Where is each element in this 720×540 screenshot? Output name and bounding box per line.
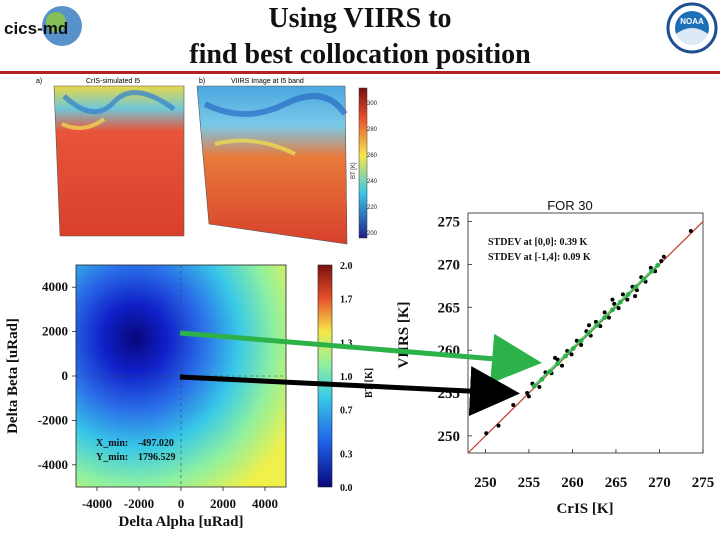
scatter-point-black <box>659 259 664 263</box>
heatmap-colorbar-tick: 1.7 <box>340 294 353 305</box>
top-colorbar <box>358 87 368 239</box>
scatter-xtick-label: 250 <box>474 475 497 491</box>
logo-left-text: cics-md <box>4 19 68 38</box>
heatmap-ytick-label: -4000 <box>38 457 68 472</box>
top-colorbar-tick: 260 <box>367 153 378 159</box>
slide-title-line2: find best collocation position <box>189 39 531 70</box>
heatmap-xlabel: Delta Alpha [uRad] <box>118 514 243 530</box>
scatter-ytick-label: 275 <box>438 215 461 231</box>
heatmap-ytick-label: 2000 <box>42 324 68 339</box>
scatter-point-black <box>526 394 531 399</box>
right-panel-title: VIIRS Image at I5 band <box>231 78 304 85</box>
scatter-point-black <box>625 297 630 302</box>
heatmap-colorbar-tick: 0.3 <box>340 450 353 461</box>
scatter-point-black <box>648 265 653 270</box>
viirs-image-panel: b) VIIRS Image at I5 band 300 280 260 24… <box>195 74 385 254</box>
top-colorbar-tick: 240 <box>367 179 378 185</box>
heatmap-xmin-label: X_min: <box>96 438 128 449</box>
scatter-ytick-label: 270 <box>438 257 461 273</box>
green-fit-band <box>533 264 659 388</box>
heatmap-colorbar-tick: 2.0 <box>340 261 353 272</box>
heatmap-xtick-label: -4000 <box>82 496 112 511</box>
scatter-point-black <box>569 352 574 357</box>
heatmap-colorbar-tick: 0.0 <box>340 483 353 494</box>
scatter-point-black <box>560 363 564 368</box>
top-colorbar-tick: 300 <box>367 101 378 107</box>
heatmap-xtick-label: 4000 <box>252 496 278 511</box>
heatmap-xmin-value: -497.020 <box>138 438 174 449</box>
scatter-ytick-label: 265 <box>438 300 461 316</box>
scatter-ytick-label: 250 <box>438 429 461 445</box>
scatter-annotation-2: STDEV at [-1,4]: 0.09 K <box>488 252 591 263</box>
heatmap-colorbar-tick: 1.0 <box>340 372 353 383</box>
top-colorbar-tick: 200 <box>367 231 378 237</box>
heatmap-xtick-label: 2000 <box>210 496 236 511</box>
scatter-point-black <box>661 254 666 259</box>
header-rule <box>0 71 720 74</box>
heatmap-xtick-label: -2000 <box>124 496 154 511</box>
heatmap-colorbar-label: BT [K] <box>364 368 375 398</box>
slide-title-line1: Using VIIRS to <box>268 3 452 34</box>
scatter-xtick-label: 255 <box>518 475 541 491</box>
top-colorbar-tick: 280 <box>367 127 378 133</box>
scatter-point-black <box>633 294 638 299</box>
heatmap-ytick-label: 0 <box>62 368 69 383</box>
heatmap-xtick-label: 0 <box>178 496 185 511</box>
heatmap-colorbar-tick: 0.7 <box>340 405 353 416</box>
scatter-xtick-label: 270 <box>648 475 671 491</box>
scatter-point-black <box>496 423 501 428</box>
heatmap-colorbar-tick: 1.3 <box>340 339 353 350</box>
scatter-point-black <box>610 297 615 302</box>
cics-md-logo: cics-md <box>2 2 84 52</box>
scatter-annotation-1: STDEV at [0,0]: 0.39 K <box>488 237 587 248</box>
viirs-cris-scatter-chart: FOR 30 STDEV at [0,0]: 0.39 K STDEV at [… <box>396 198 715 517</box>
scatter-point-black <box>586 323 591 328</box>
scatter-title: FOR 30 <box>547 198 593 213</box>
logo-right-text: NOAA <box>680 17 704 26</box>
scatter-point-black <box>553 355 558 360</box>
scatter-point-black <box>607 315 611 320</box>
top-colorbar-label: BT [K] <box>351 162 357 179</box>
scatter-xtick-label: 260 <box>561 475 584 491</box>
heatmap-ylabel: Delta Beta [uRad] <box>5 318 21 434</box>
scatter-xtick-label: 275 <box>692 475 715 491</box>
scatter-ytick-label: 260 <box>438 343 461 359</box>
scatter-xlabel: CrIS [K] <box>556 501 613 517</box>
scatter-point-black <box>525 391 530 395</box>
heatmap-ytick-label: -2000 <box>38 412 68 427</box>
noaa-logo: NOAA <box>666 2 718 54</box>
scatter-point-black <box>484 431 489 436</box>
heatmap-ymin-value: 1796.529 <box>138 452 176 463</box>
scatter-point-black <box>634 288 639 293</box>
right-panel-letter: b) <box>199 78 205 85</box>
heatmap-ytick-label: 4000 <box>42 279 68 294</box>
scatter-ylabel: VIIRS [K] <box>396 301 412 368</box>
top-colorbar-tick: 220 <box>367 205 378 211</box>
scatter-point-black <box>598 324 603 329</box>
scatter-point-black <box>688 229 693 233</box>
scatter-point-black <box>616 306 621 311</box>
scatter-point-black <box>602 310 607 315</box>
scatter-ytick-label: 255 <box>438 386 461 402</box>
scatter-point-black <box>511 403 516 407</box>
heatmap-ymin-label: Y_min: <box>96 452 128 463</box>
left-panel-title: CrIS-simulated I5 <box>86 78 140 85</box>
scatter-point-black <box>579 343 584 347</box>
scatter-point-black <box>620 292 625 297</box>
heatmap-colorbar <box>317 264 333 488</box>
scatter-xtick-label: 265 <box>605 475 628 491</box>
left-panel-letter: a) <box>36 78 42 85</box>
scatter-point-black <box>537 385 542 389</box>
cris-simulated-panel: a) CrIS-simulated I5 <box>34 74 194 254</box>
offset-heatmap-chart: -4000 -2000 0 2000 4000 400020000-2000-4000 … <box>5 261 375 530</box>
